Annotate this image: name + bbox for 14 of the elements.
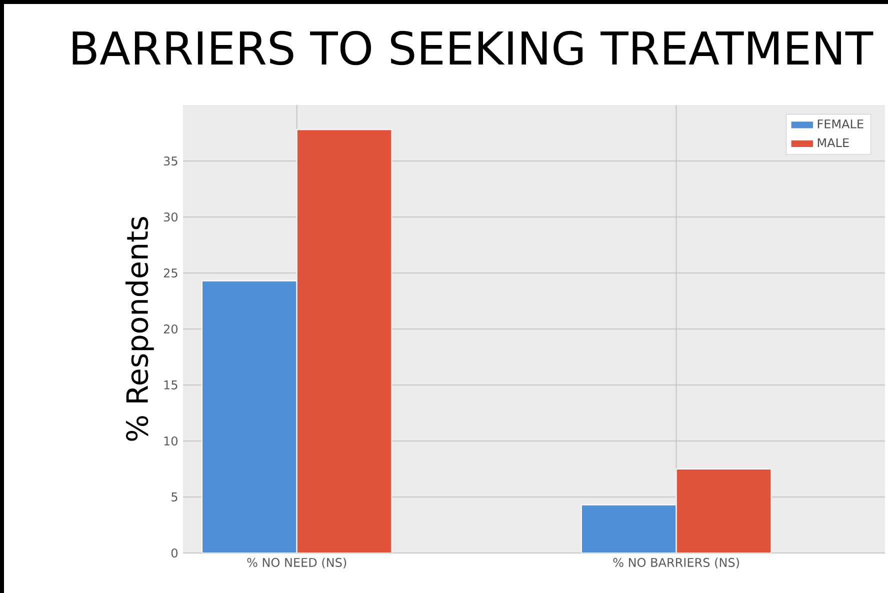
legend-label: MALE (818, 138, 849, 148)
y-tick-label: 15 (164, 380, 178, 390)
legend-label: FEMALE (818, 120, 864, 128)
y-tick-label: 25 (164, 268, 178, 278)
x-tick-label: % NO BARRIERS (NS) (613, 558, 739, 568)
y-tick-label: 35 (164, 156, 178, 166)
y-tick-label: 5 (172, 492, 178, 502)
x-tick-label: % NO NEED (NS) (247, 558, 346, 568)
y-tick-label: 30 (164, 212, 178, 222)
y-tick-label: 0 (171, 548, 178, 558)
y-axis-title: % Respondents (125, 217, 154, 441)
chart-title: BARRIERS TO SEEKING TREATMENT (72, 30, 874, 66)
y-tick-label: 10 (164, 436, 178, 446)
y-tick-label: 20 (164, 324, 178, 334)
